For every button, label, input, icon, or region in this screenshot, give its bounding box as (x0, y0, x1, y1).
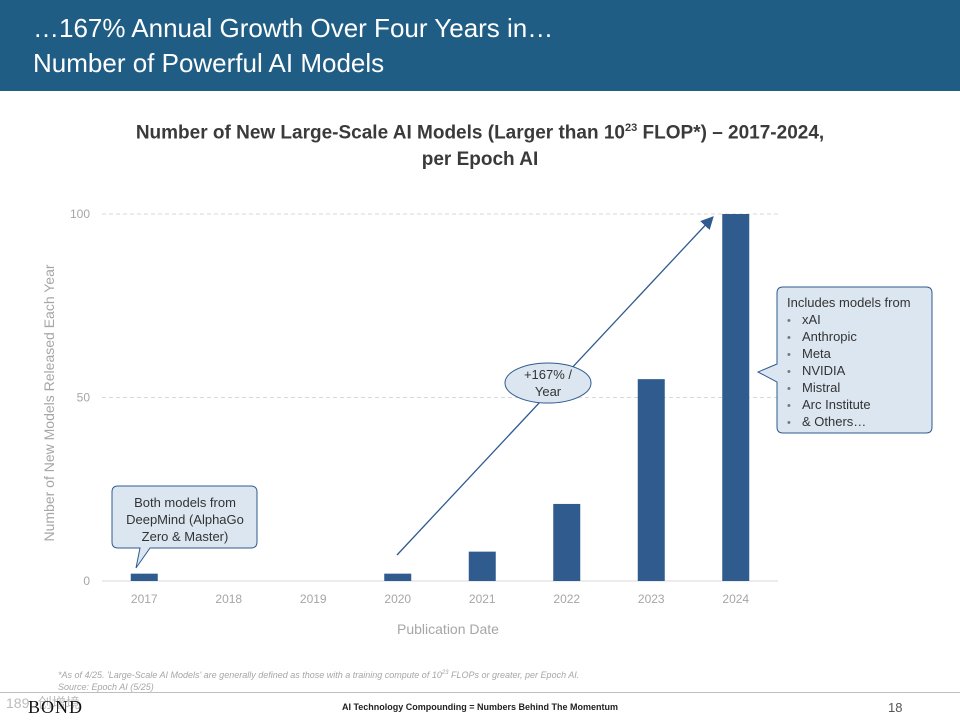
x-tick-label-2023: 2023 (638, 592, 665, 606)
callout-included-models: Includes models from • xAI • Anthropic • Meta… (756, 286, 933, 434)
x-axis-ticks: 2017 2018 2019 2020 2021 2022 2023 2024 (131, 592, 750, 606)
bar-2024 (722, 214, 750, 581)
chart-grid (102, 213, 778, 582)
callout-item: & Others… (802, 414, 866, 429)
growth-label: +167% / Year (504, 362, 592, 404)
chart-bars (130, 214, 750, 581)
footnote-line1-pre: *As of 4/25. 'Large-Scale AI Models' are… (58, 670, 442, 680)
y-axis-label: Number of New Models Released Each Year (41, 264, 57, 541)
watermark: 189 ·创增境 (6, 695, 80, 711)
chart-title-line2: per Epoch AI (421, 149, 539, 171)
growth-label-line2: Year (535, 384, 562, 399)
bar-2021 (468, 551, 496, 581)
footer-divider (0, 692, 960, 693)
page-number: 18 (888, 700, 903, 715)
footnote-line1-post: FLOPs or greater, per Epoch AI. (448, 670, 580, 680)
x-axis-label: Publication Date (397, 621, 499, 637)
x-tick-label-2019: 2019 (300, 592, 327, 606)
footnote-source: Source: Epoch AI (5/25) (58, 682, 154, 692)
bond-logo: BOND (28, 697, 84, 717)
callout-left-line1: Both models from (134, 495, 236, 510)
x-tick-label-2024: 2024 (722, 592, 749, 606)
footnote-sup: 23 (441, 670, 449, 676)
chart-title-pre: Number of New Large-Scale AI Models (Lar… (135, 122, 625, 144)
bullet-icon: • (787, 315, 791, 327)
bar-2020 (384, 573, 412, 581)
callout-item: Mistral (802, 380, 840, 395)
x-tick-label-2022: 2022 (553, 592, 580, 606)
x-tick-label-2020: 2020 (384, 592, 411, 606)
slide-title-line2: Number of Powerful AI Models (33, 48, 385, 78)
footnote: *As of 4/25. 'Large-Scale AI Models' are… (58, 667, 579, 693)
callout-item: Meta (802, 346, 832, 361)
y-tick-label: 50 (77, 391, 91, 405)
growth-label-line1: +167% / (524, 367, 572, 382)
callout-item: Anthropic (802, 329, 857, 344)
x-tick-label-2018: 2018 (215, 592, 242, 606)
chart-title-post: FLOP*) – 2017-2024, (637, 122, 825, 144)
x-tick-label-2021: 2021 (469, 592, 496, 606)
y-tick-label: 100 (70, 207, 90, 221)
callout-item: NVIDIA (802, 363, 846, 378)
callout-item: Arc Institute (802, 397, 871, 412)
callout-item: xAI (802, 312, 821, 327)
x-tick-label-2017: 2017 (131, 592, 158, 606)
bar-2017 (130, 573, 158, 581)
chart-title: Number of New Large-Scale AI Models (Lar… (60, 115, 900, 173)
slide-header: …167% Annual Growth Over Four Years in… … (0, 0, 960, 91)
chart-title-sup: 23 (625, 122, 638, 134)
slide-title-line1: …167% Annual Growth Over Four Years in… (33, 13, 554, 43)
bar-2022 (553, 503, 581, 581)
callout-left-line2: DeepMind (AlphaGo (126, 512, 244, 527)
bullet-icon: • (787, 383, 791, 395)
bar-2023 (637, 379, 665, 581)
callout-right-items: • xAI • Anthropic • Meta • NVIDIA • Mistral • Arc I… (787, 312, 871, 429)
y-axis-ticks: 0 50 100 (70, 207, 90, 588)
bullet-icon: • (787, 400, 791, 412)
bullet-icon: • (787, 417, 791, 429)
y-tick-label: 0 (83, 574, 90, 588)
callout-left-line3: Zero & Master) (142, 529, 229, 544)
bullet-icon: • (787, 349, 791, 361)
callout-right-title: Includes models from (787, 295, 911, 310)
footer-tagline: AI Technology Compounding = Numbers Behi… (341, 702, 619, 712)
bullet-icon: • (787, 366, 791, 378)
callout-deepmind: Both models from DeepMind (AlphaGo Zero … (111, 485, 258, 569)
bullet-icon: • (787, 332, 791, 344)
